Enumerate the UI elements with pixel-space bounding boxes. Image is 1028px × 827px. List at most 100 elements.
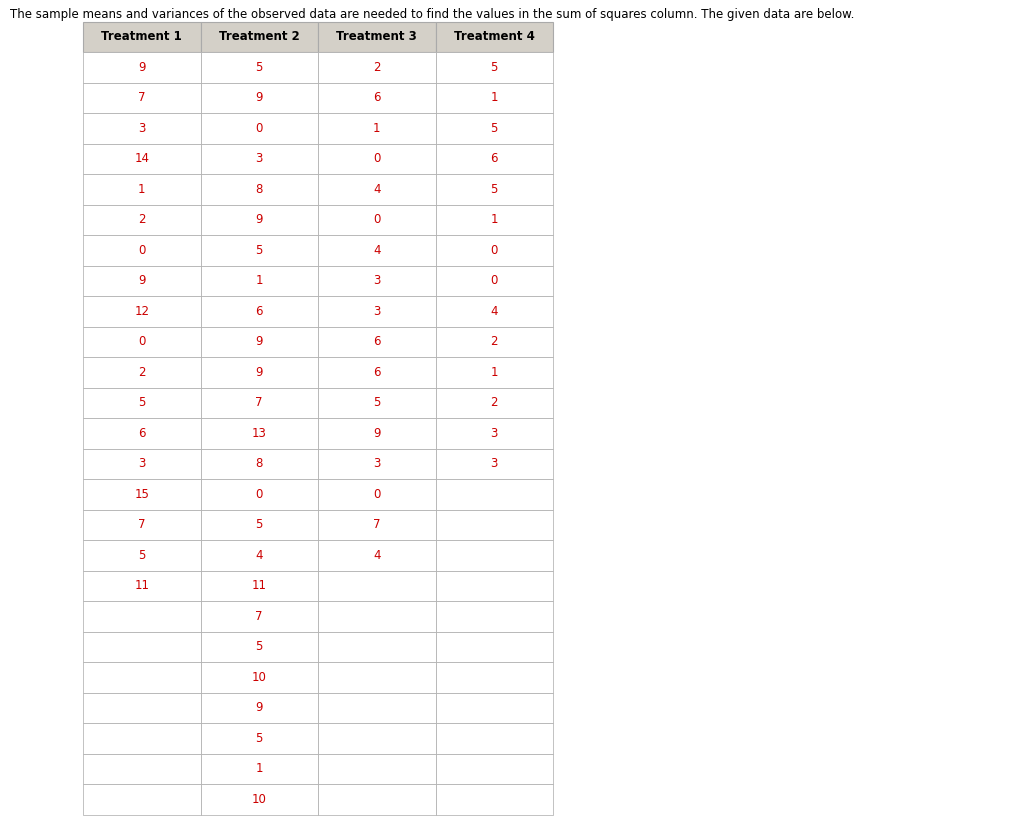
Text: 7: 7 xyxy=(373,519,380,531)
Text: Treatment 2: Treatment 2 xyxy=(219,31,299,44)
Bar xyxy=(436,22,553,52)
Bar xyxy=(83,265,200,296)
Text: 5: 5 xyxy=(256,640,263,653)
Bar xyxy=(318,296,436,327)
Bar xyxy=(83,235,200,265)
Text: 0: 0 xyxy=(373,152,380,165)
Bar xyxy=(318,540,436,571)
Bar xyxy=(83,418,200,448)
Bar xyxy=(318,204,436,235)
Bar xyxy=(200,327,318,357)
Text: 9: 9 xyxy=(256,366,263,379)
Bar xyxy=(318,784,436,815)
Bar xyxy=(83,388,200,418)
Bar xyxy=(200,204,318,235)
Text: 0: 0 xyxy=(490,244,498,256)
Bar xyxy=(83,204,200,235)
Text: 4: 4 xyxy=(373,549,380,562)
Text: Treatment 4: Treatment 4 xyxy=(453,31,535,44)
Bar xyxy=(83,509,200,540)
Text: 9: 9 xyxy=(256,213,263,227)
Text: 3: 3 xyxy=(490,427,498,440)
Text: 2: 2 xyxy=(490,396,498,409)
Bar xyxy=(436,296,553,327)
Bar xyxy=(200,753,318,784)
Bar xyxy=(436,601,553,632)
Bar xyxy=(83,296,200,327)
Bar xyxy=(83,753,200,784)
Text: 7: 7 xyxy=(256,609,263,623)
Text: 6: 6 xyxy=(373,91,380,104)
Bar xyxy=(200,662,318,692)
Bar xyxy=(318,662,436,692)
Bar xyxy=(318,52,436,83)
Text: 9: 9 xyxy=(256,91,263,104)
Text: 2: 2 xyxy=(138,366,146,379)
Text: 7: 7 xyxy=(256,396,263,409)
Bar xyxy=(318,479,436,509)
Bar xyxy=(436,540,553,571)
Text: 6: 6 xyxy=(490,152,498,165)
Bar xyxy=(200,479,318,509)
Bar xyxy=(318,632,436,662)
Bar xyxy=(318,692,436,723)
Text: 9: 9 xyxy=(138,275,146,287)
Bar xyxy=(83,571,200,601)
Bar xyxy=(83,113,200,144)
Bar xyxy=(436,753,553,784)
Text: 2: 2 xyxy=(373,60,380,74)
Text: 1: 1 xyxy=(373,122,380,135)
Bar xyxy=(200,388,318,418)
Bar xyxy=(200,601,318,632)
Text: 2: 2 xyxy=(490,335,498,348)
Text: 8: 8 xyxy=(256,183,263,196)
Bar xyxy=(83,22,200,52)
Bar xyxy=(318,235,436,265)
Text: 0: 0 xyxy=(138,335,145,348)
Bar xyxy=(200,784,318,815)
Bar xyxy=(436,265,553,296)
Bar xyxy=(436,83,553,113)
Text: 1: 1 xyxy=(256,275,263,287)
Bar xyxy=(200,540,318,571)
Text: 5: 5 xyxy=(490,60,498,74)
Text: 6: 6 xyxy=(373,335,380,348)
Bar xyxy=(83,52,200,83)
Bar xyxy=(83,479,200,509)
Bar xyxy=(83,662,200,692)
Text: 1: 1 xyxy=(490,213,498,227)
Text: 14: 14 xyxy=(135,152,149,165)
Bar xyxy=(436,327,553,357)
Bar xyxy=(318,327,436,357)
Bar xyxy=(200,174,318,204)
Bar xyxy=(436,784,553,815)
Text: 1: 1 xyxy=(490,91,498,104)
Text: 3: 3 xyxy=(138,457,145,471)
Bar xyxy=(83,784,200,815)
Bar xyxy=(436,113,553,144)
Text: 5: 5 xyxy=(256,60,263,74)
Text: 5: 5 xyxy=(256,732,263,745)
Text: 3: 3 xyxy=(373,305,380,318)
Bar xyxy=(436,418,553,448)
Text: 2: 2 xyxy=(138,213,146,227)
Bar xyxy=(318,144,436,174)
Bar xyxy=(318,265,436,296)
Bar xyxy=(200,509,318,540)
Text: 3: 3 xyxy=(490,457,498,471)
Bar xyxy=(200,571,318,601)
Bar xyxy=(436,571,553,601)
Bar xyxy=(436,509,553,540)
Text: 5: 5 xyxy=(490,183,498,196)
Bar xyxy=(200,113,318,144)
Bar xyxy=(200,418,318,448)
Text: 12: 12 xyxy=(135,305,149,318)
Text: 9: 9 xyxy=(373,427,380,440)
Bar xyxy=(200,22,318,52)
Bar xyxy=(83,632,200,662)
Text: 9: 9 xyxy=(256,701,263,715)
Bar xyxy=(318,571,436,601)
Bar xyxy=(83,601,200,632)
Bar xyxy=(318,601,436,632)
Bar xyxy=(318,723,436,753)
